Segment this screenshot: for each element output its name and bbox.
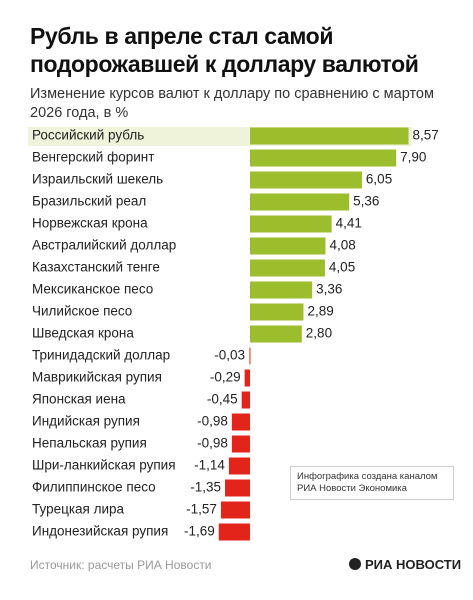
value-label: -0,98 — [197, 436, 228, 451]
value-label: 2,89 — [307, 304, 333, 319]
category-label: Тринидадский доллар — [32, 348, 170, 363]
category-label: Венгерский форинт — [32, 150, 154, 165]
category-label: Бразильский реал — [32, 194, 146, 209]
bar — [250, 149, 397, 167]
category-label: Израильский шекель — [32, 172, 163, 187]
value-label: -1,14 — [194, 458, 225, 473]
bar — [220, 501, 250, 519]
bar — [250, 303, 304, 321]
bar — [228, 457, 250, 475]
category-label: Маврикийская рупия — [32, 370, 162, 385]
category-label: Российский рубль — [32, 128, 144, 143]
bar — [225, 479, 250, 497]
category-label: Шведская крона — [32, 326, 134, 341]
logo: РИА НОВОСТИ — [365, 557, 462, 572]
value-label: -1,69 — [184, 524, 215, 539]
value-label: 4,08 — [329, 238, 355, 253]
category-label: Чилийское песо — [32, 304, 132, 319]
category-label: Казахстанский тенге — [32, 260, 160, 275]
bar — [244, 369, 250, 387]
bar — [231, 435, 250, 453]
category-label: Филиппинское песо — [32, 480, 156, 495]
bar — [250, 171, 362, 189]
bar — [250, 237, 326, 255]
bar — [218, 523, 250, 541]
value-label: -0,98 — [197, 414, 228, 429]
value-label: 2,80 — [306, 326, 332, 341]
bar — [250, 193, 350, 211]
category-label: Австралийский доллар — [32, 238, 176, 253]
category-label: Норвежская крона — [32, 216, 148, 231]
value-label: 5,36 — [353, 194, 379, 209]
category-label: Мексиканское песо — [32, 282, 153, 297]
category-label: Японская иена — [32, 392, 126, 407]
bar — [231, 413, 250, 431]
bar — [250, 259, 325, 277]
bar — [250, 127, 409, 145]
value-label: 4,05 — [329, 260, 355, 275]
category-label: Турецкая лира — [32, 502, 125, 517]
bar — [241, 391, 250, 409]
bar — [249, 347, 251, 365]
category-label: Индонезийская рупия — [32, 524, 168, 539]
category-label: Шри-ланкийская рупия — [32, 458, 176, 473]
chart-title: Рубль в апреле стал самой подорожавшей к… — [30, 23, 419, 77]
source: Источник: расчеты РИА Новости — [30, 558, 212, 572]
logo-icon — [349, 558, 361, 570]
value-label: -0,03 — [214, 348, 245, 363]
value-label: -1,35 — [190, 480, 221, 495]
value-label: 7,90 — [400, 150, 426, 165]
value-label: 8,57 — [413, 128, 439, 143]
value-label: 6,05 — [366, 172, 392, 187]
value-label: 4,41 — [336, 216, 362, 231]
bar — [250, 281, 313, 299]
chart-subtitle: Изменение курсов валют к доллару по срав… — [30, 86, 434, 121]
value-label: -0,29 — [210, 370, 241, 385]
category-label: Индийская рупия — [32, 414, 140, 429]
category-label: Непальская рупия — [32, 436, 147, 451]
value-label: -0,45 — [207, 392, 238, 407]
bar — [250, 325, 302, 343]
value-label: -1,57 — [186, 502, 217, 517]
value-label: 3,36 — [316, 282, 342, 297]
annotation: Инфографика создана каналом РИА Новости … — [290, 466, 454, 500]
bar — [250, 215, 332, 233]
